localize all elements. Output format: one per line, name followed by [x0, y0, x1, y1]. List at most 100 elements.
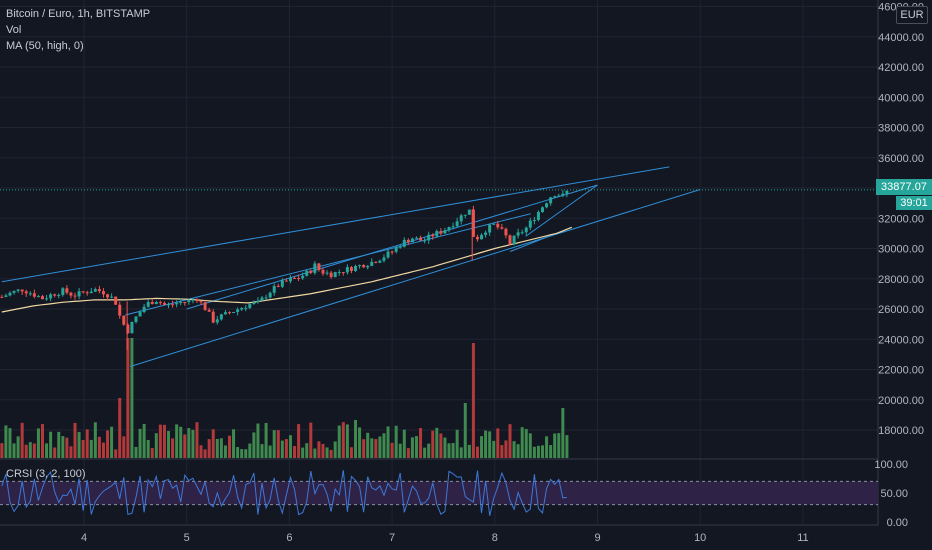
- volume-bar: [414, 436, 418, 458]
- candle-body: [122, 315, 126, 325]
- volume-bar: [532, 446, 536, 458]
- volume-bar: [183, 434, 187, 458]
- volume-bar: [187, 428, 191, 458]
- volume-bar: [410, 437, 414, 458]
- time-tick-label: 5: [184, 532, 190, 544]
- candle-body: [325, 272, 329, 274]
- volume-bar: [561, 408, 565, 458]
- candle-body: [134, 316, 138, 322]
- volume-bar: [488, 431, 492, 458]
- volume-bar: [4, 425, 8, 458]
- candle-body: [549, 197, 553, 204]
- candle-body: [146, 302, 150, 307]
- trendline: [124, 213, 531, 316]
- candle-body: [484, 232, 488, 235]
- candle-body: [358, 265, 362, 267]
- candle-body: [49, 294, 53, 299]
- candle-body: [130, 321, 134, 334]
- volume-bar: [394, 425, 398, 458]
- volume-bar: [24, 444, 28, 458]
- volume-bar: [138, 428, 142, 458]
- candle-body: [500, 227, 504, 229]
- volume-bar: [362, 439, 366, 458]
- candle-body: [227, 312, 231, 314]
- volume-bar: [378, 436, 382, 458]
- volume-label[interactable]: Vol: [6, 24, 22, 36]
- candle-body: [329, 272, 333, 278]
- candle-body: [288, 277, 292, 282]
- volume-bar: [288, 435, 292, 458]
- candle-body: [439, 231, 443, 234]
- price-tick-label: 36000.00: [878, 153, 924, 165]
- candle-body: [167, 304, 171, 306]
- moving-average: [1, 226, 573, 313]
- candle-body: [97, 289, 101, 292]
- volume-bar: [0, 443, 4, 458]
- volume-bar: [516, 444, 520, 458]
- candle-body: [61, 288, 65, 295]
- grid: [0, 0, 879, 526]
- volume-bar: [256, 423, 260, 458]
- volume-bar: [370, 438, 374, 458]
- crsi-label[interactable]: CRSI (3, 2, 100): [6, 468, 86, 480]
- ma-label[interactable]: MA (50, high, 0): [6, 40, 84, 52]
- volume-bar: [484, 430, 488, 458]
- volume-bar: [536, 445, 540, 458]
- volume-bar: [199, 445, 203, 458]
- volume-bar: [459, 447, 463, 458]
- volume-bar: [471, 343, 475, 458]
- candle-body: [65, 288, 69, 293]
- candle-body: [158, 302, 162, 304]
- currency-badge[interactable]: EUR: [896, 6, 928, 24]
- price-tick-label: 18000.00: [878, 425, 924, 437]
- volume-bar: [447, 443, 451, 458]
- candle-body: [370, 261, 374, 266]
- symbol-title[interactable]: Bitcoin / Euro, 1h, BITSTAMP: [6, 8, 151, 20]
- volume-bar: [545, 436, 549, 458]
- candle-body: [101, 291, 105, 295]
- trendlines[interactable]: [1, 166, 701, 367]
- candle-body: [106, 294, 110, 298]
- candle-body: [142, 306, 146, 312]
- volume-bar: [508, 424, 512, 458]
- candle-body: [536, 212, 540, 220]
- volume-bar: [240, 449, 244, 458]
- volume-bar: [386, 426, 390, 458]
- candle-body: [85, 292, 89, 294]
- candle-body: [565, 190, 569, 194]
- volume-bar: [167, 431, 171, 458]
- candle-body: [154, 302, 158, 305]
- candle-body: [171, 304, 175, 306]
- volume-bar: [455, 429, 459, 458]
- candle-body: [423, 240, 427, 242]
- candle-body: [386, 251, 390, 258]
- candle-body: [272, 285, 276, 293]
- volume-bar: [191, 429, 195, 458]
- candle-body: [414, 237, 418, 239]
- candle-body: [313, 263, 317, 273]
- price-tick-label: 38000.00: [878, 123, 924, 135]
- candle-body: [223, 312, 227, 315]
- volume-bar: [337, 425, 341, 458]
- volume-bar: [439, 433, 443, 458]
- candle-body: [532, 219, 536, 221]
- candle-body: [81, 291, 85, 293]
- volume-bar: [427, 443, 431, 458]
- volume-bar: [528, 433, 532, 458]
- candle-body: [45, 298, 49, 300]
- volume-bar: [276, 430, 280, 458]
- volume-bar: [549, 445, 553, 458]
- volume-bar: [264, 422, 268, 458]
- volume-bar: [475, 446, 479, 458]
- volume-bar: [260, 444, 264, 458]
- candle-body: [179, 302, 183, 304]
- candle-body: [24, 291, 28, 294]
- candle-body: [150, 302, 154, 305]
- volume-bar: [215, 438, 219, 458]
- volume-bar: [284, 439, 288, 458]
- axes: 46000.0044000.0042000.0040000.0038000.00…: [81, 2, 924, 545]
- candle-body: [175, 302, 179, 305]
- candle-body: [28, 293, 32, 295]
- candlesticks: [0, 190, 569, 350]
